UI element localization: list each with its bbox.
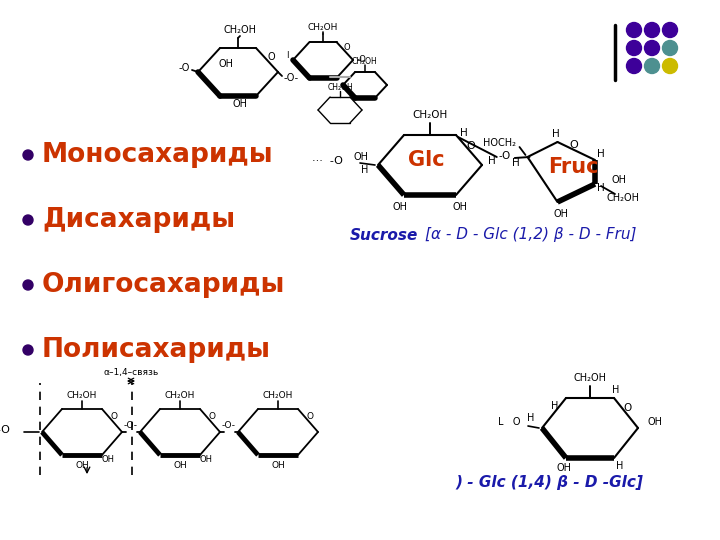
- Text: -O-: -O-: [284, 73, 299, 83]
- Text: OH: OH: [392, 202, 408, 212]
- Text: -O: -O: [179, 63, 190, 73]
- Text: O: O: [624, 403, 632, 413]
- Text: α–1,4–связь: α–1,4–связь: [104, 368, 158, 376]
- Circle shape: [644, 40, 660, 56]
- Circle shape: [662, 23, 678, 37]
- Text: Sucrose: Sucrose: [350, 227, 418, 242]
- Text: OH: OH: [233, 99, 248, 109]
- Text: H: H: [616, 461, 624, 471]
- Text: OH: OH: [199, 455, 212, 463]
- Text: H: H: [551, 401, 558, 411]
- Text: CH₂OH: CH₂OH: [413, 110, 448, 120]
- Circle shape: [626, 58, 642, 73]
- Circle shape: [662, 58, 678, 73]
- Text: H: H: [460, 128, 468, 138]
- Text: O: O: [307, 412, 313, 421]
- Circle shape: [644, 58, 660, 73]
- Text: -O-: -O-: [222, 422, 236, 430]
- Text: ) - Glc (1,4) β - D -Glc]: ) - Glc (1,4) β - D -Glc]: [455, 475, 643, 489]
- Text: ···  -O: ··· -O: [312, 156, 343, 166]
- Text: [α - D - Glc (1,2) β - D - Fru]: [α - D - Glc (1,2) β - D - Fru]: [425, 227, 636, 242]
- Text: Дисахариды: Дисахариды: [42, 207, 235, 233]
- Text: CH₂OH: CH₂OH: [327, 83, 353, 91]
- Text: CH₂OH: CH₂OH: [308, 24, 338, 32]
- Text: CH₂OH: CH₂OH: [165, 390, 195, 400]
- Text: I: I: [287, 51, 289, 60]
- Text: H: H: [552, 129, 559, 139]
- Text: OH: OH: [271, 461, 285, 469]
- Text: Fruc: Fruc: [548, 157, 598, 177]
- Text: OH: OH: [554, 209, 569, 219]
- Circle shape: [626, 40, 642, 56]
- Text: Полисахариды: Полисахариды: [42, 337, 271, 363]
- Circle shape: [662, 40, 678, 56]
- Circle shape: [626, 23, 642, 37]
- Circle shape: [23, 280, 33, 290]
- Circle shape: [23, 345, 33, 355]
- Text: H: H: [612, 385, 620, 395]
- Text: OH: OH: [75, 461, 89, 469]
- Text: OH: OH: [557, 463, 572, 473]
- Text: ···  -O: ··· -O: [0, 425, 10, 435]
- Text: OH: OH: [611, 175, 626, 185]
- Text: Glc: Glc: [408, 150, 444, 170]
- Text: CH₂OH: CH₂OH: [263, 390, 293, 400]
- Text: CH₂OH: CH₂OH: [606, 193, 639, 203]
- Text: OH: OH: [218, 59, 233, 69]
- Text: CH₂OH: CH₂OH: [352, 57, 378, 65]
- Text: OH: OH: [102, 455, 114, 463]
- Text: -O-: -O-: [124, 422, 138, 430]
- Text: O: O: [110, 412, 117, 421]
- Circle shape: [23, 150, 33, 160]
- Text: CH₂OH: CH₂OH: [67, 390, 97, 400]
- Text: HOCH₂: HOCH₂: [482, 138, 516, 148]
- Text: H: H: [512, 158, 520, 168]
- Text: Олигосахариды: Олигосахариды: [42, 272, 285, 298]
- Text: CH₂OH: CH₂OH: [574, 373, 606, 383]
- Text: O: O: [209, 412, 215, 421]
- Text: H: H: [361, 165, 368, 175]
- Text: H: H: [488, 156, 496, 166]
- Text: OH: OH: [353, 152, 368, 162]
- Circle shape: [644, 23, 660, 37]
- Text: -O: -O: [357, 56, 367, 64]
- Text: O: O: [343, 44, 350, 52]
- Text: H: H: [597, 183, 605, 193]
- Text: O: O: [570, 140, 579, 150]
- Text: O: O: [267, 52, 275, 62]
- Text: O: O: [467, 141, 475, 151]
- Text: CH₂OH: CH₂OH: [223, 25, 256, 35]
- Text: H: H: [597, 149, 605, 159]
- Circle shape: [23, 215, 33, 225]
- Text: OH: OH: [648, 417, 663, 427]
- Text: -O: -O: [499, 151, 511, 161]
- Text: OH: OH: [173, 461, 187, 469]
- Text: OH: OH: [452, 202, 467, 212]
- Text: L   O: L O: [498, 417, 520, 427]
- Text: H: H: [526, 413, 534, 423]
- Text: Моносахариды: Моносахариды: [42, 142, 274, 168]
